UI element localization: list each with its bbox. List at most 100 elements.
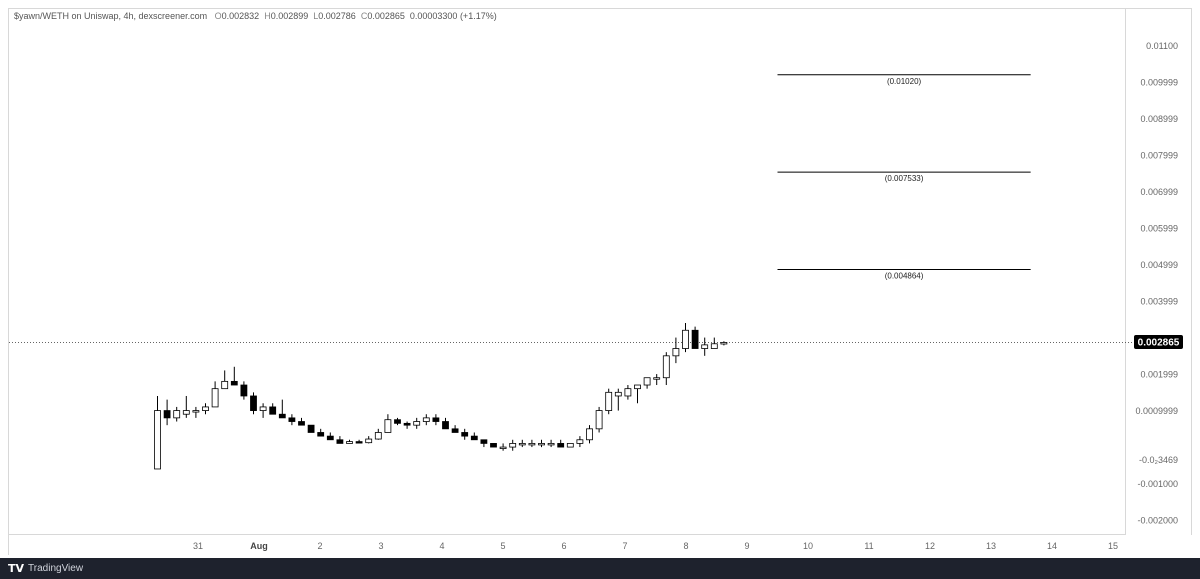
time-tick-label: 2 [317, 541, 322, 551]
candle-body [269, 406, 277, 415]
time-tick-label: 7 [622, 541, 627, 551]
candle-body [346, 441, 353, 444]
candle-body [230, 380, 238, 386]
candle [355, 439, 363, 444]
candle [259, 403, 267, 418]
candle-body [480, 439, 488, 444]
price-tick-label: 0.008999 [1140, 114, 1178, 124]
candle-body [710, 343, 718, 349]
candle [586, 425, 593, 444]
tradingview-logo[interactable]: TV TradingView [8, 562, 83, 575]
time-axis[interactable] [8, 535, 1126, 555]
high-value: 0.002899 [270, 11, 309, 21]
candle [163, 399, 171, 426]
candle-body [278, 413, 286, 419]
candle [336, 436, 344, 444]
price-tick-label: 0.01100 [1146, 41, 1178, 51]
time-tick-label: 14 [1047, 541, 1057, 551]
candle [499, 443, 507, 451]
candle-body [192, 410, 200, 413]
candle [317, 428, 325, 437]
candle-body [394, 419, 401, 424]
candle-body [518, 443, 526, 446]
price-tick-label: 0.006999 [1140, 187, 1178, 197]
price-axis[interactable] [1126, 8, 1192, 535]
low-key: L [313, 11, 319, 21]
candle [538, 439, 545, 448]
candle [566, 443, 574, 448]
candle-body [461, 432, 469, 437]
candle-body [259, 406, 267, 411]
tradingview-logo-icon: TV [8, 562, 25, 575]
candle-body [509, 443, 517, 448]
time-tick-label: 8 [683, 541, 688, 551]
candle-body [720, 342, 728, 345]
candle [182, 395, 190, 418]
candle [442, 417, 449, 430]
time-tick-label: 31 [193, 541, 203, 551]
time-tick-label: Aug [250, 541, 268, 551]
candle-body [240, 384, 248, 397]
candle [643, 377, 651, 389]
candle [470, 432, 478, 441]
candle-body [336, 439, 344, 444]
time-tick-label: 4 [439, 541, 444, 551]
price-tick-label: 0.009999 [1140, 78, 1178, 88]
candle [634, 384, 641, 404]
candle [653, 374, 661, 386]
candle [211, 381, 219, 408]
candle [557, 439, 565, 448]
candle-body [403, 422, 411, 426]
candle-body [691, 329, 699, 349]
candle [278, 399, 286, 419]
candle-body [384, 419, 392, 433]
candle-body [374, 432, 382, 440]
candle [528, 439, 536, 448]
candle [614, 388, 622, 411]
level-label: (0.007533) [885, 174, 924, 183]
price-tick-label: 0.001999 [1140, 370, 1178, 380]
candle-body [163, 410, 171, 419]
time-tick-label: 12 [925, 541, 935, 551]
candle [394, 417, 401, 426]
candle [422, 414, 430, 426]
candle [230, 366, 238, 386]
candle-body [221, 380, 229, 390]
candle-body [182, 410, 190, 415]
candle-body [662, 355, 670, 379]
candle [365, 436, 373, 444]
candle [509, 439, 517, 451]
candle [576, 436, 584, 448]
candle [307, 424, 315, 433]
level-label: (0.01020) [887, 77, 922, 86]
candle [595, 406, 603, 433]
candle-body [614, 391, 622, 397]
candle [221, 370, 229, 390]
candle-body [490, 443, 497, 448]
time-tick-label: 15 [1108, 541, 1118, 551]
candle-body [586, 428, 593, 441]
candle [432, 414, 440, 426]
current-price-tag-group: 0.002865 [1134, 335, 1183, 349]
candle [490, 443, 497, 448]
candle [403, 421, 411, 429]
price-tick-label: 0.004999 [1140, 260, 1178, 270]
price-tick-label: 0.005999 [1140, 224, 1178, 234]
ohlc-legend: $yawn/WETH on Uniswap, 4h, dexscreener.c… [14, 11, 497, 21]
price-tick-label: 0.0009999 [1135, 406, 1178, 416]
candle-body [528, 443, 536, 446]
candle-body [595, 410, 603, 430]
candle [374, 428, 382, 440]
candle [451, 425, 459, 433]
candle [250, 392, 257, 415]
time-tick-label: 10 [803, 541, 813, 551]
candle-body [298, 421, 305, 426]
time-tick-label: 11 [864, 541, 873, 551]
time-tick-label: 13 [986, 541, 996, 551]
candle-body [250, 395, 257, 411]
candle [269, 403, 277, 415]
candle [518, 439, 526, 448]
price-axis-ticks: 0.01100 0.009999 0.008999 0.007999 0.006999 0… [1135, 41, 1178, 526]
open-value: 0.002832 [221, 11, 260, 21]
